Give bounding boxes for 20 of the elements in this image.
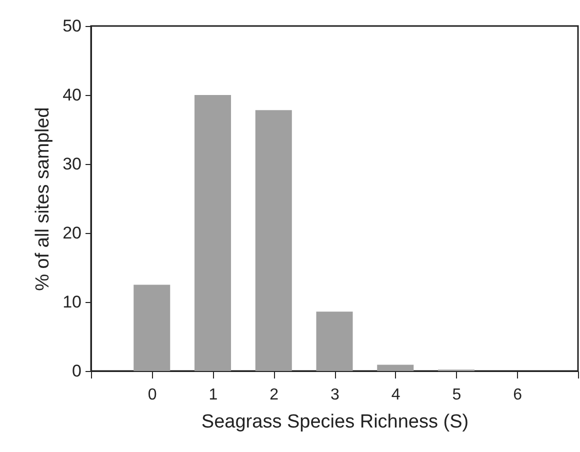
bar [194, 95, 232, 371]
x-tick-label: 0 [148, 386, 157, 404]
y-tick-label: 0 [72, 362, 82, 380]
y-tick-label: 10 [62, 292, 82, 312]
bar [316, 312, 353, 371]
y-axis-title: % of all sites sampled [32, 107, 54, 291]
bar [377, 364, 414, 371]
y-tick-label: 40 [62, 86, 82, 104]
x-tick-label: 4 [391, 386, 400, 404]
x-tick-label: 1 [208, 386, 218, 404]
x-axis-title: Seagrass Species Richness (S) [201, 412, 469, 432]
y-tick-label: 30 [62, 154, 82, 174]
x-tick-label: 3 [330, 386, 340, 404]
y-tick-label: 20 [62, 224, 82, 242]
x-tick-label: 2 [270, 386, 279, 404]
bar [255, 110, 292, 371]
bar [134, 284, 170, 371]
x-tick-label: 6 [513, 386, 522, 404]
y-tick-label: 50 [62, 16, 82, 36]
x-tick-label: 5 [452, 386, 462, 404]
